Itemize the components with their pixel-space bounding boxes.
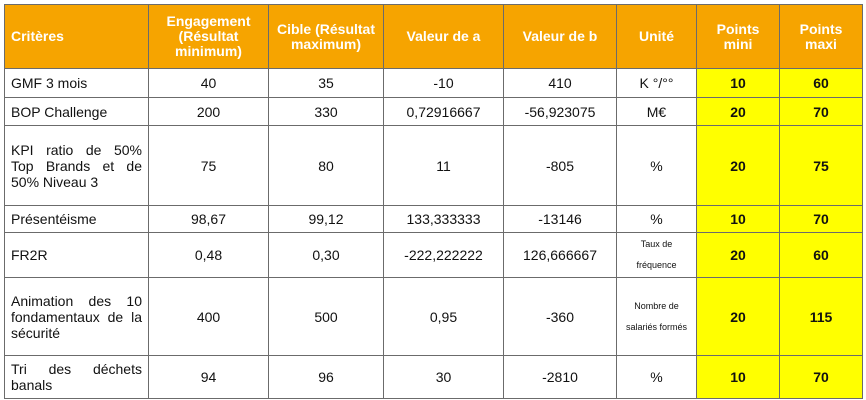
table-cell: 500 [268,277,384,356]
table-cell: % [616,205,697,233]
table-cell: 11 [383,125,504,206]
table-cell: 0,30 [268,232,384,278]
table-cell: Nombre de salariés formés [616,277,697,356]
table-cell: 60 [779,68,863,98]
table-cell: 200 [148,97,269,126]
header-cell: Cible (Résultat maximum) [268,4,384,69]
table-row: Présentéisme 98,67 99,12 133,333333 -13146% 1… [4,205,863,233]
header-cell: Engagement (Résultat minimum) [148,4,269,69]
table-row: BOP Challenge 200 330 0,72916667 -56,923075 M… [4,97,863,126]
table-cell: -10 [383,68,504,98]
table-cell: -805 [503,125,617,206]
header-cell: Valeur de b [503,4,617,69]
criterion-cell: BOP Challenge [4,97,149,126]
table-cell: -13146 [503,205,617,233]
table-cell: 20 [696,277,780,356]
table-cell: 10 [696,205,780,233]
table-cell: 0,48 [148,232,269,278]
table-cell: 70 [779,205,863,233]
table-cell: 400 [148,277,269,356]
table-cell: 20 [696,97,780,126]
table-cell: 98,67 [148,205,269,233]
table-cell: 0,95 [383,277,504,356]
table-cell: 330 [268,97,384,126]
table-cell: 20 [696,232,780,278]
criteria-table: Critères Engagement (Résultat minimum) Cib… [4,4,863,399]
header-cell: Points mini [696,4,780,69]
criterion-cell: GMF 3 mois [4,68,149,98]
table-cell: -360 [503,277,617,356]
table-cell: 60 [779,232,863,278]
table-cell: 99,12 [268,205,384,233]
criterion-cell: Tri des déchets banals [4,355,149,399]
table-cell: 410 [503,68,617,98]
table-cell: 0,72916667 [383,97,504,126]
table-cell: -2810 [503,355,617,399]
table-cell: 30 [383,355,504,399]
table-cell: 126,666667 [503,232,617,278]
table-cell: K °/°° [616,68,697,98]
header-row: Critères Engagement (Résultat minimum) Cib… [4,4,863,69]
table-cell: 35 [268,68,384,98]
table-cell: -222,222222 [383,232,504,278]
header-cell: Points maxi [779,4,863,69]
header-cell: Critères [4,4,149,69]
table-cell: M€ [616,97,697,126]
table-body: GMF 3 mois 40 35 -10 410 K °/°° 10 60 BOP Challe… [4,68,863,399]
table-cell: 96 [268,355,384,399]
table-cell: 75 [779,125,863,206]
criterion-cell: FR2R [4,232,149,278]
criterion-cell: Animation des 10 fondamentaux de la sécu… [4,277,149,356]
header-cell: Unité [616,4,697,69]
table-cell: 75 [148,125,269,206]
criterion-cell: KPI ratio de 50% Top Brands et de 50% Ni… [4,125,149,206]
table-cell: 133,333333 [383,205,504,233]
table-cell: 70 [779,355,863,399]
table-cell: 70 [779,97,863,126]
table-cell: 40 [148,68,269,98]
table-cell: Taux de fréquence [616,232,697,278]
table-cell: 20 [696,125,780,206]
table-cell: -56,923075 [503,97,617,126]
table-cell: % [616,125,697,206]
header-cell: Valeur de a [383,4,504,69]
table-row: GMF 3 mois 40 35 -10 410 K °/°° 10 60 [4,68,863,98]
table-row: Animation des 10 fondamentaux de la sécu… [4,277,863,356]
table-row: FR2R 0,48 0,30 -222,222222 126,666667 Taux de… [4,232,863,278]
table-cell: 10 [696,68,780,98]
table-cell: 80 [268,125,384,206]
table-cell: 10 [696,355,780,399]
table-cell: 94 [148,355,269,399]
table-cell: % [616,355,697,399]
table-cell: 115 [779,277,863,356]
criterion-cell: Présentéisme [4,205,149,233]
table-row: Tri des déchets banals 94 96 30 -2810% 10 70 [4,355,863,399]
table-row: KPI ratio de 50% Top Brands et de 50% Ni… [4,125,863,206]
